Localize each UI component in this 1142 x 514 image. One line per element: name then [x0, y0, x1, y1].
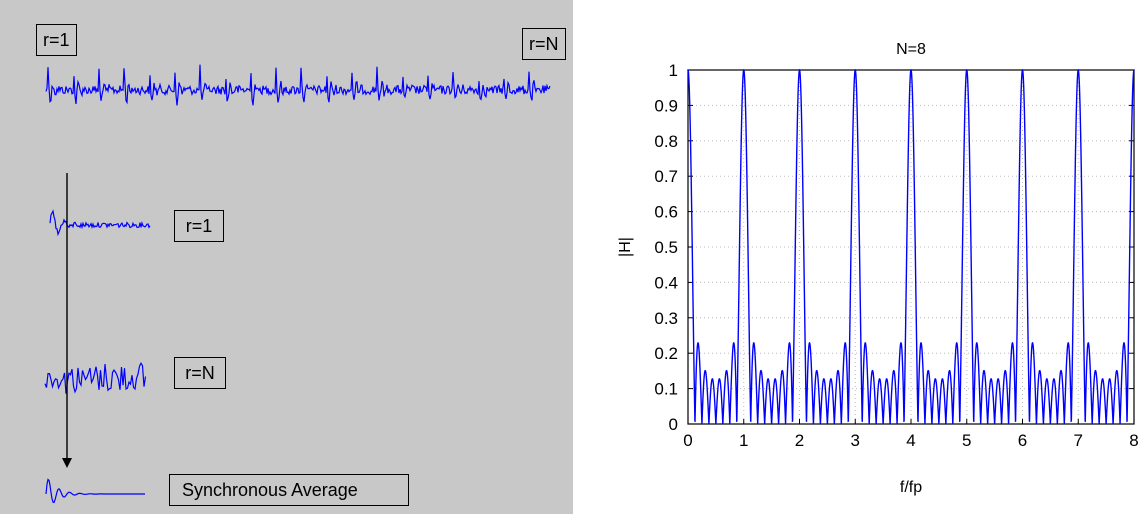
x-axis-title: f/fp [900, 479, 922, 496]
y-tick-label: 0.7 [654, 167, 678, 186]
peak-point [798, 69, 801, 71]
x-tick-label: 0 [683, 431, 692, 450]
peak-point [1133, 69, 1135, 71]
x-tick-label: 5 [962, 431, 971, 450]
y-tick-label: 0.9 [654, 96, 678, 115]
peak-point [687, 69, 689, 71]
y-tick-label: 0.6 [654, 203, 678, 222]
synchronous-average-diagram: r=1 r=N r=1 r=N Synchronous Average [0, 0, 573, 514]
y-tick-label: 0.5 [654, 238, 678, 257]
y-tick-label: 0 [669, 415, 678, 434]
comb-filter-chart: 0 1 2 3 4 5 6 7 8 0 0.1 0.2 0.3 0.4 0.5 0.6 0.7 0.8 0.9 1 N… [617, 41, 1139, 496]
y-tick-label: 1 [669, 61, 678, 80]
segment-first-label: r=1 [174, 210, 224, 242]
top-start-label: r=1 [36, 24, 77, 56]
x-tick-label: 8 [1129, 431, 1138, 450]
top-end-label: r=N [522, 28, 566, 60]
last-segment-trace [44, 361, 147, 394]
result-label: Synchronous Average [169, 474, 409, 506]
x-tick-label: 6 [1018, 431, 1027, 450]
x-tick-label: 4 [906, 431, 915, 450]
peak-point [910, 69, 912, 71]
diagram-traces [44, 64, 551, 504]
peak-point [1077, 69, 1080, 71]
y-tick-label: 0.8 [654, 132, 678, 151]
first-segment-trace [49, 209, 151, 237]
raw-signal-trace [45, 64, 551, 106]
chart-grid [688, 70, 1134, 424]
peak-point [854, 69, 857, 71]
averaged-trace [45, 478, 145, 504]
peak-points [687, 69, 1135, 71]
x-tick-label: 1 [739, 431, 748, 450]
y-tick-label: 0.4 [654, 273, 678, 292]
y-tick-label: 0.3 [654, 309, 678, 328]
y-axis-title: |H| [617, 237, 634, 257]
y-tick-label: 0.1 [654, 380, 678, 399]
peak-point [1021, 69, 1024, 71]
x-tick-label: 7 [1074, 431, 1083, 450]
average-arrow-head [62, 458, 72, 468]
peak-point [742, 69, 745, 71]
y-tick-label: 0.2 [654, 344, 678, 363]
peak-point [965, 69, 968, 71]
x-tick-label: 3 [851, 431, 860, 450]
chart-title: N=8 [896, 41, 926, 58]
segment-last-label: r=N [174, 357, 226, 389]
x-tick-label: 2 [795, 431, 804, 450]
